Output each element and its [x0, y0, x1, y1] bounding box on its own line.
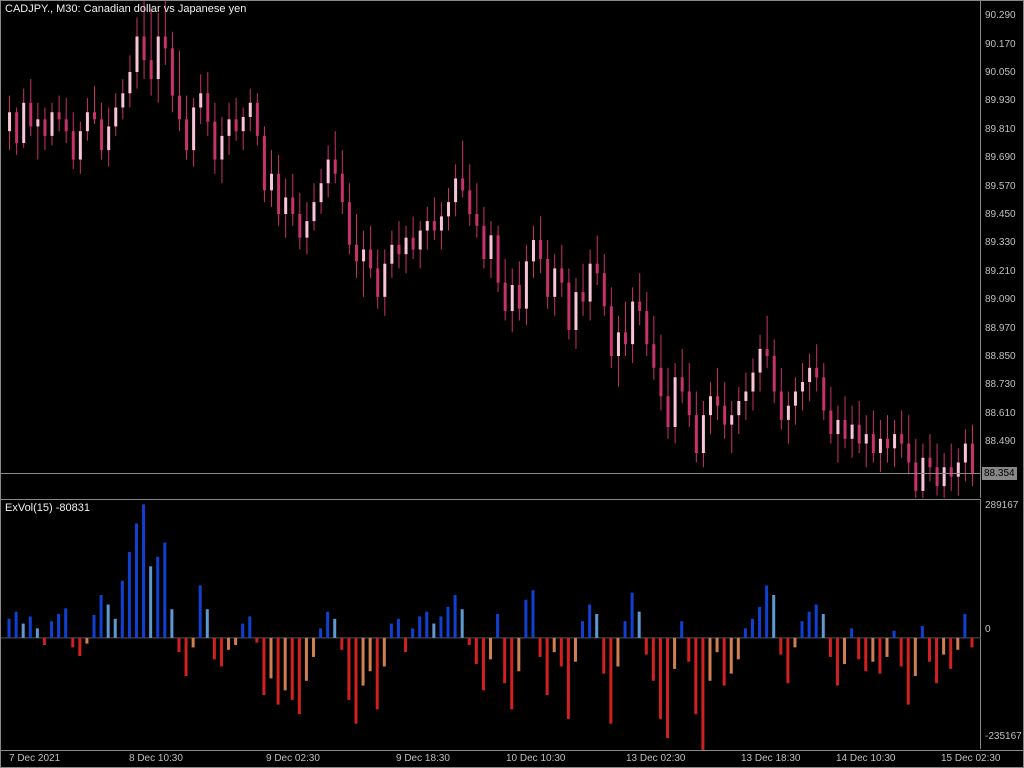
- time-tick: 10 Dec 10:30: [506, 753, 566, 764]
- indicator-y-axis: 289167 0 -235167: [982, 499, 1024, 749]
- current-price-marker: 88.354: [982, 467, 1017, 480]
- price-tick: 88.490: [985, 436, 1016, 447]
- price-chart[interactable]: CADJPY., M30: Canadian dollar vs Japanes…: [1, 1, 981, 498]
- price-y-axis: 90.290 90.170 90.050 89.930 89.810 89.690 89.5…: [982, 1, 1024, 498]
- chart-container: CADJPY., M30: Canadian dollar vs Japanes…: [0, 0, 1024, 768]
- indicator-tick: 0: [985, 624, 991, 635]
- time-tick: 13 Dec 18:30: [741, 753, 801, 764]
- price-tick: 88.730: [985, 379, 1016, 390]
- price-tick: 89.330: [985, 237, 1016, 248]
- price-tick: 89.810: [985, 124, 1016, 135]
- price-tick: 90.050: [985, 67, 1016, 78]
- price-tick: 88.970: [985, 323, 1016, 334]
- price-tick: 89.090: [985, 294, 1016, 305]
- indicator-label: ExVol(15) -80831: [5, 502, 90, 514]
- time-tick: 7 Dec 2021: [9, 753, 60, 764]
- price-tick: 89.570: [985, 181, 1016, 192]
- price-tick: 88.610: [985, 408, 1016, 419]
- time-x-axis: 7 Dec 2021 8 Dec 10:30 9 Dec 02:30 9 Dec 18…: [1, 750, 1024, 768]
- time-tick: 15 Dec 02:30: [941, 753, 1001, 764]
- indicator-tick: 289167: [985, 500, 1018, 511]
- price-tick: 88.850: [985, 351, 1016, 362]
- price-tick: 89.930: [985, 95, 1016, 106]
- bid-line: [1, 473, 981, 474]
- time-tick: 9 Dec 02:30: [266, 753, 320, 764]
- chart-title: CADJPY., M30: Canadian dollar vs Japanes…: [5, 3, 246, 15]
- time-tick: 13 Dec 02:30: [626, 753, 686, 764]
- time-tick: 14 Dec 10:30: [836, 753, 896, 764]
- price-tick: 90.290: [985, 10, 1016, 21]
- price-tick: 89.690: [985, 152, 1016, 163]
- price-tick: 90.170: [985, 39, 1016, 50]
- price-tick: 89.210: [985, 266, 1016, 277]
- indicator-tick: -235167: [985, 731, 1022, 742]
- time-tick: 9 Dec 18:30: [396, 753, 450, 764]
- price-tick: 89.450: [985, 209, 1016, 220]
- time-tick: 8 Dec 10:30: [129, 753, 183, 764]
- indicator-chart[interactable]: ExVol(15) -80831: [1, 499, 981, 749]
